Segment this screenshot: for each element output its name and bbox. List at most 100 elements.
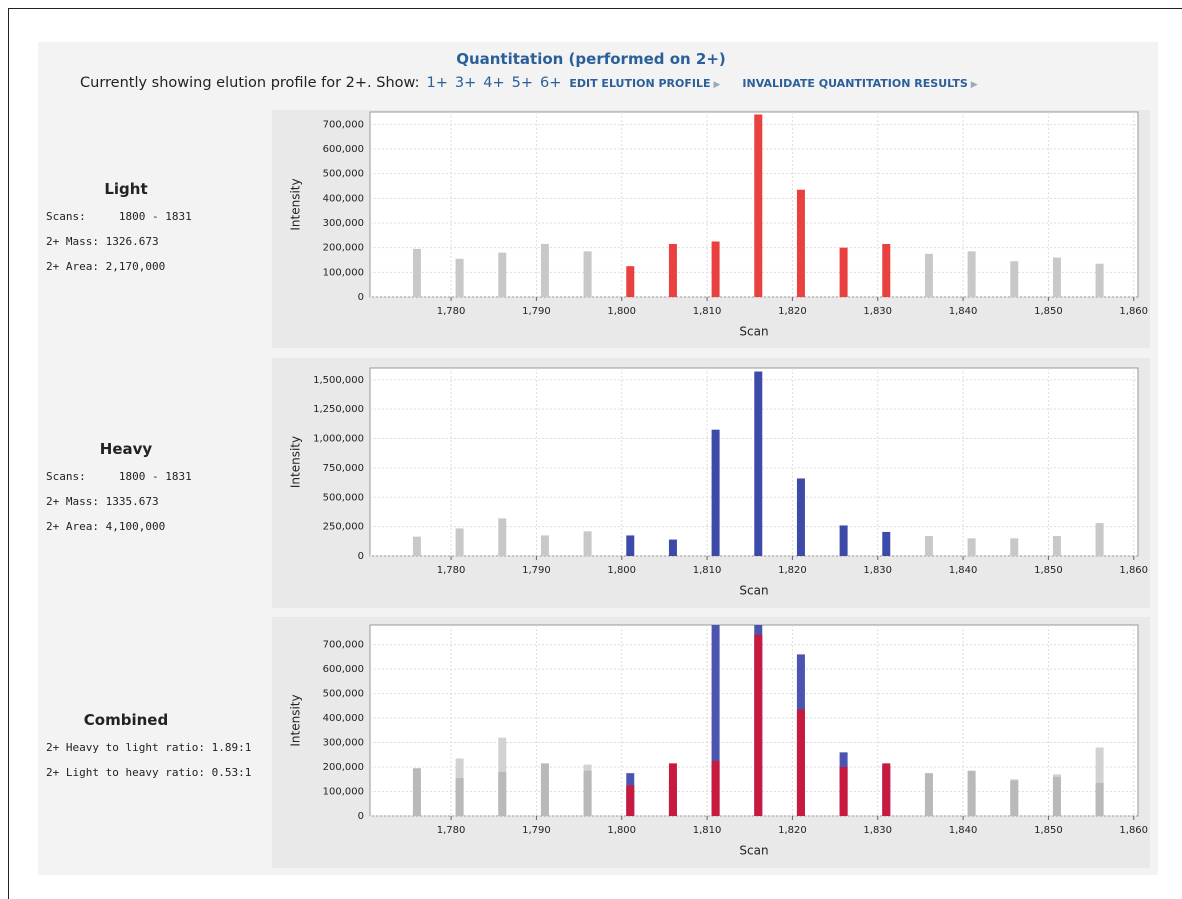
y-tick-label: 600,000 (323, 664, 364, 675)
bar (754, 634, 763, 816)
x-tick-label: 1,800 (607, 565, 636, 576)
field-label: Scans: (46, 470, 86, 483)
action-label[interactable]: INVALIDATE QUANTITATION RESULTS (742, 77, 968, 90)
bar (583, 770, 592, 816)
x-tick-label: 1,810 (693, 825, 722, 836)
bar (626, 785, 635, 816)
bar (711, 625, 720, 816)
bar (967, 770, 976, 816)
field-label: 2+ Light to heavy ratio: (46, 766, 205, 779)
plot-area (369, 111, 1139, 298)
x-tick-label: 1,810 (693, 565, 722, 576)
info-panel: Combined 2+ Heavy to light ratio: 1.89:1 2… (46, 711, 251, 791)
charge-link[interactable]: 1+ (426, 75, 448, 91)
x-tick-label: 1,810 (693, 306, 722, 317)
bar (839, 767, 848, 816)
panel-title: Combined (83, 711, 169, 729)
bar (796, 709, 805, 816)
y-tick-label: 100,000 (323, 267, 364, 278)
x-tick-label: 1,860 (1119, 565, 1148, 576)
action-links: EDIT ELUTION PROFILE ▶ INVALIDATE QUANTITA… (561, 75, 977, 91)
chart: 0 100,000 200,000 300,000 400,000 500,000 600,… (272, 110, 1150, 348)
bar (882, 531, 891, 556)
x-tick-label: 1,860 (1119, 306, 1148, 317)
chart: 0 250,000 500,000 750,000 1,000,000 1,250,000… (272, 358, 1150, 608)
x-tick-label: 1,780 (437, 825, 466, 836)
bar (1095, 747, 1104, 816)
field-value: 1335.673 (105, 495, 159, 508)
y-tick-label: 400,000 (323, 713, 364, 724)
charge-link[interactable]: 3+ (454, 75, 477, 91)
x-tick-label: 1,790 (522, 306, 551, 317)
info-row: 2+ Light to heavy ratio: 0.53:1 (46, 766, 251, 791)
bar (455, 258, 464, 297)
charge-link[interactable]: 6+ (539, 75, 562, 91)
action-link[interactable]: EDIT ELUTION PROFILE ▶ (569, 77, 720, 90)
action-label[interactable]: EDIT ELUTION PROFILE (569, 77, 711, 90)
x-tick-label: 1,850 (1034, 306, 1063, 317)
y-tick-label: 0 (358, 551, 364, 562)
bar (583, 531, 592, 556)
y-tick-label: 1,250,000 (313, 404, 364, 415)
bar (924, 253, 933, 297)
bar (498, 518, 507, 556)
bar (412, 248, 421, 297)
action-link[interactable]: INVALIDATE QUANTITATION RESULTS ▶ (742, 77, 977, 90)
charge-link[interactable]: 4+ (483, 75, 505, 91)
field-value: 4,100,000 (105, 520, 166, 533)
field-label: 2+ Heavy to light ratio: (46, 741, 205, 754)
charge-link[interactable]: 5+ (511, 75, 533, 91)
y-axis-label: Intensity (289, 178, 303, 230)
x-tick-label: 1,780 (437, 306, 466, 317)
x-axis-label: Scan (739, 844, 768, 858)
info-row: 2+ Heavy to light ratio: 1.89:1 (46, 741, 251, 766)
x-tick-label: 1,800 (607, 825, 636, 836)
panel-title: Light (104, 180, 148, 198)
field-value: 1800 - 1831 (118, 210, 192, 223)
bar (711, 760, 720, 816)
y-axis-label: Intensity (289, 436, 303, 488)
x-tick-label: 1,850 (1034, 565, 1063, 576)
bar (583, 251, 592, 297)
bar (711, 429, 720, 556)
bar (1010, 780, 1019, 816)
y-tick-label: 500,000 (323, 492, 364, 503)
plot-area (369, 624, 1139, 817)
y-tick-label: 1,000,000 (313, 434, 364, 445)
x-tick-label: 1,830 (863, 565, 892, 576)
x-axis-label: Scan (739, 584, 768, 598)
y-tick-label: 0 (358, 811, 364, 822)
bar (412, 768, 421, 816)
x-tick-label: 1,840 (949, 825, 978, 836)
y-tick-label: 1,500,000 (313, 375, 364, 386)
charge-links: 1+ 3+ 4+ 5+ 6+ (419, 75, 561, 91)
field-label: 2+ Mass: (46, 235, 99, 248)
plot-area (369, 367, 1139, 557)
y-tick-label: 300,000 (323, 738, 364, 749)
y-tick-label: 400,000 (323, 193, 364, 204)
field-label: Scans: (46, 210, 86, 223)
bar (540, 763, 549, 816)
info-row: Scans: 1800 - 1831 (46, 210, 206, 235)
arrow-icon: ▶ (713, 80, 721, 90)
y-tick-label: 250,000 (323, 522, 364, 533)
y-tick-label: 600,000 (323, 144, 364, 155)
bar (1052, 257, 1061, 297)
x-tick-label: 1,820 (778, 825, 807, 836)
x-tick-label: 1,820 (778, 306, 807, 317)
x-tick-label: 1,830 (863, 825, 892, 836)
bar (796, 478, 805, 556)
bar (626, 535, 635, 556)
x-tick-label: 1,840 (949, 565, 978, 576)
bar (626, 266, 635, 297)
bar (796, 189, 805, 297)
field-value: 0.53:1 (211, 766, 252, 779)
bar (839, 247, 848, 297)
info-panel: Light Scans: 1800 - 1831 2+ Mass: 1326.673… (46, 180, 206, 285)
info-row: Scans: 1800 - 1831 (46, 470, 206, 495)
field-value: 2,170,000 (105, 260, 166, 273)
bar (882, 243, 891, 297)
bar (540, 535, 549, 556)
bar (1052, 536, 1061, 556)
field-label: 2+ Area: (46, 520, 99, 533)
